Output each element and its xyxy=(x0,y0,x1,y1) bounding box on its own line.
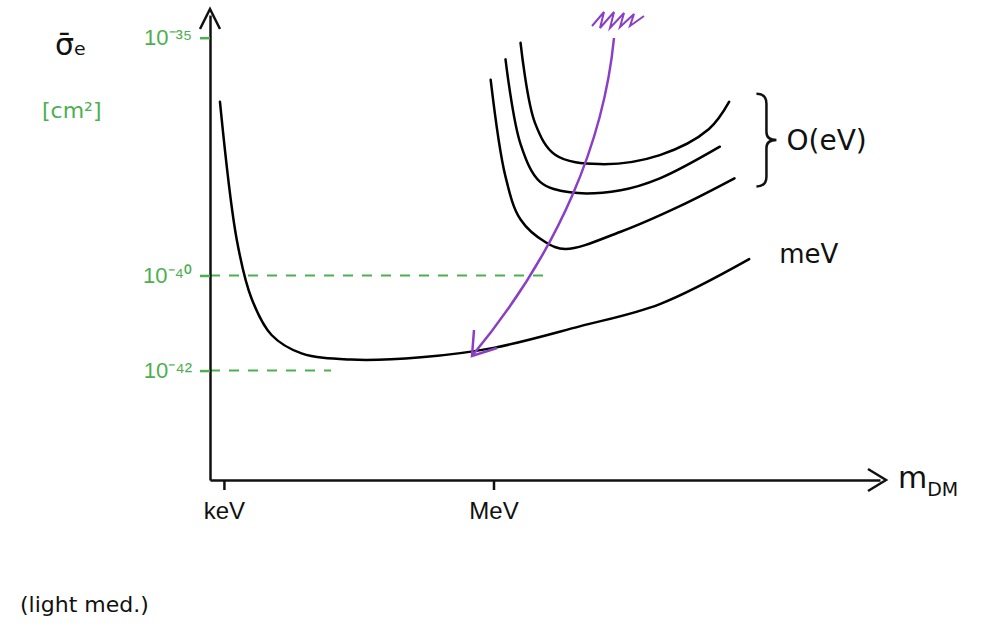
y-tick: 10⁻⁴⁰ xyxy=(143,263,210,288)
brace xyxy=(756,94,776,187)
chart: keV MeV 10⁻³⁵ 10⁻⁴⁰ 10⁻⁴² O(eV) meV (light med.… xyxy=(0,0,1003,644)
y-tick: 10⁻⁴² xyxy=(144,358,210,383)
y-tick-mark xyxy=(200,37,210,40)
arrow-shaft xyxy=(472,38,614,356)
x-tick-mark xyxy=(223,480,226,490)
x-axis-arrow xyxy=(868,469,886,491)
arrow-head xyxy=(472,330,497,356)
guide-line xyxy=(210,274,545,276)
y-axis-line xyxy=(209,16,212,481)
x-tick-label: MeV xyxy=(469,497,518,524)
x-axis: keV MeV xyxy=(204,480,881,524)
purple-arrow xyxy=(472,12,644,356)
y-axis-title: σ̄ₑ [cm²] xyxy=(35,27,102,123)
x-tick: MeV xyxy=(469,480,518,524)
x-tick-mark xyxy=(493,480,496,490)
y-axis-arrow xyxy=(200,9,220,29)
y-axis: 10⁻³⁵ 10⁻⁴⁰ 10⁻⁴² xyxy=(143,16,210,481)
scribble xyxy=(592,12,644,28)
annotation: O(eV) xyxy=(786,124,866,157)
guides xyxy=(210,275,545,370)
y-tick-label: 10⁻⁴⁰ xyxy=(143,263,192,288)
annotation: (light med.) xyxy=(20,592,149,617)
x-axis-line xyxy=(211,479,881,482)
x-axis-title: mDM xyxy=(898,460,958,500)
curves xyxy=(220,43,749,360)
y-tick-mark xyxy=(200,275,210,278)
x-tick-label: keV xyxy=(204,497,245,524)
y-tick-mark xyxy=(200,370,210,373)
curve xyxy=(220,102,749,360)
x-tick: keV xyxy=(204,480,245,524)
curve xyxy=(521,43,730,164)
y-tick-label: 10⁻³⁵ xyxy=(144,25,192,50)
annotation: meV xyxy=(779,239,838,269)
y-tick-label: 10⁻⁴² xyxy=(144,358,192,383)
guide-line xyxy=(210,370,331,372)
